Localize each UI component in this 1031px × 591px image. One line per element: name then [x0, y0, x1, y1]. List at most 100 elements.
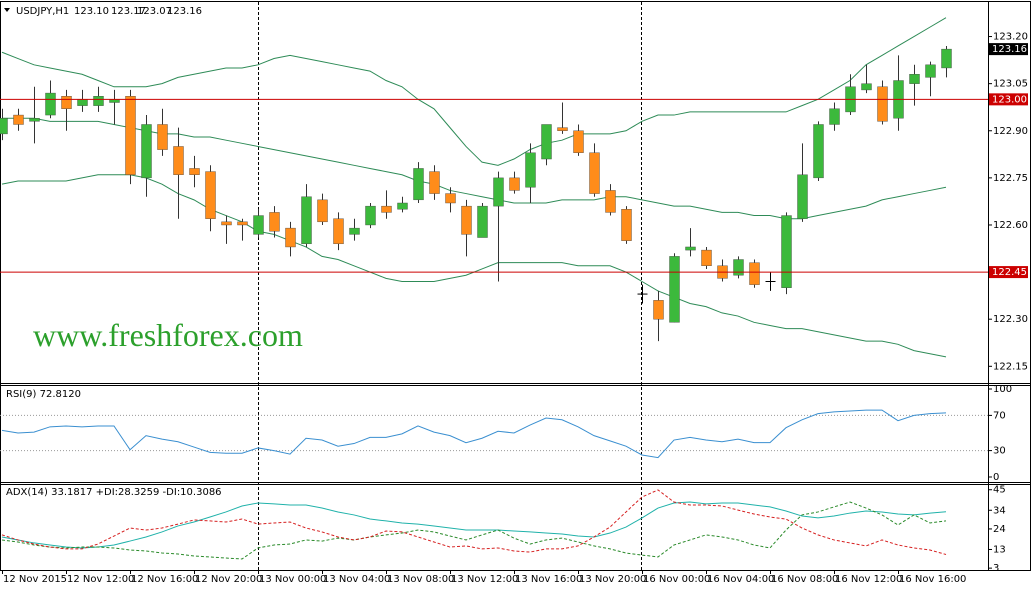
indicator-line — [1, 501, 947, 560]
candle-body — [301, 196, 312, 245]
x-tick-label: 13 Nov 20:00 — [579, 574, 646, 585]
y-tick-label: 122.30 — [993, 314, 1028, 325]
candle-body — [749, 262, 760, 285]
candle-body — [173, 146, 184, 175]
x-tick-label: 16 Nov 12:00 — [835, 574, 902, 585]
candle-body — [237, 221, 248, 226]
ohlc-close: 123.16 — [167, 6, 202, 17]
candle-body — [45, 92, 56, 116]
frame — [0, 1, 1031, 571]
candle-body — [349, 227, 360, 235]
candle-body — [381, 205, 392, 213]
candle-body — [653, 300, 664, 320]
x-tick-label: 16 Nov 08:00 — [771, 574, 838, 585]
candle-body — [13, 114, 24, 125]
x-tick-label: 13 Nov 12:00 — [451, 574, 518, 585]
candle-body — [157, 124, 168, 150]
y-tick-label: 122.75 — [993, 173, 1028, 184]
candle-body — [477, 205, 488, 238]
ohlc-high: 123.17 — [111, 6, 146, 17]
candle-body — [0, 117, 8, 135]
x-tick-label: 16 Nov 04:00 — [707, 574, 774, 585]
candle-body — [573, 130, 584, 153]
y-tick-label: 122.90 — [993, 126, 1028, 137]
candle-body — [253, 215, 264, 235]
x-tick-label: 13 Nov 16:00 — [515, 574, 582, 585]
watermark: www.freshforex.com — [33, 317, 303, 353]
candle-body — [365, 205, 376, 226]
x-tick-label: 12 Nov 12:00 — [67, 574, 134, 585]
y-tick-label: 24 — [993, 524, 1006, 535]
x-tick-label: 12 Nov 20:00 — [195, 574, 262, 585]
candle-body — [557, 127, 568, 131]
x-tick-label: 13 Nov 04:00 — [323, 574, 390, 585]
candle-body — [813, 124, 824, 179]
x-tick-label: 13 Nov 00:00 — [259, 574, 326, 585]
candle-body — [509, 177, 520, 191]
y-tick-label: 123.05 — [993, 79, 1028, 90]
ohlc-low: 123.07 — [137, 6, 172, 17]
candle-body — [189, 168, 200, 175]
y-tick-label: 13 — [993, 544, 1006, 555]
last-price-label: 123.16 — [992, 44, 1027, 55]
candle-body — [525, 152, 536, 188]
y-tick-label: 34 — [993, 505, 1006, 516]
candle-body — [685, 246, 696, 251]
indicator-line — [1, 489, 947, 555]
price-label: 122.45 — [992, 267, 1027, 278]
candle-body — [701, 249, 712, 267]
ohlc-open: 123.10 — [74, 6, 109, 17]
indicator-line — [1, 501, 947, 549]
y-tick-label: 70 — [993, 410, 1006, 421]
candle-body — [205, 171, 216, 219]
candle-body — [445, 193, 456, 204]
indicator-line — [1, 409, 947, 459]
candle-body — [493, 177, 504, 207]
y-tick-label: 122.15 — [993, 361, 1028, 372]
y-tick-label: 100 — [993, 384, 1012, 395]
candle-body — [29, 117, 40, 122]
candle-body — [461, 205, 472, 235]
price-label-box — [989, 266, 1028, 279]
candle-body — [141, 124, 152, 179]
candle-body — [541, 124, 552, 160]
candle-body — [125, 96, 136, 175]
candle-body — [669, 256, 680, 323]
candle-body — [333, 218, 344, 245]
x-tick-label: 16 Nov 16:00 — [899, 574, 966, 585]
candle-body — [605, 190, 616, 213]
rsi-title: RSI(9) 72.8120 — [6, 389, 81, 400]
candle-body — [797, 174, 808, 219]
y-tick-label: 123.20 — [993, 32, 1028, 43]
candle-body — [317, 199, 328, 223]
candle-body — [77, 99, 88, 106]
y-tick-label: 0 — [993, 472, 999, 483]
x-tick-label: 12 Nov 2015 — [3, 574, 67, 585]
candle-body — [829, 108, 840, 125]
candle-body — [925, 64, 936, 78]
candle-body — [429, 171, 440, 194]
candle-body — [909, 74, 920, 84]
y-tick-label: 3 — [993, 563, 999, 574]
price-label-box — [989, 93, 1028, 106]
x-tick-label: 13 Nov 08:00 — [387, 574, 454, 585]
candle-body — [861, 83, 872, 91]
candle-body — [61, 96, 72, 109]
x-tick-label: 12 Nov 16:00 — [131, 574, 198, 585]
y-tick-label: 122.60 — [993, 220, 1028, 231]
band-line — [1, 17, 947, 166]
candle-body — [877, 86, 888, 122]
menu-triangle — [4, 8, 10, 12]
y-tick-label: 45 — [993, 485, 1006, 496]
candle-body — [221, 221, 232, 226]
adx-title: ADX(14) 33.1817 +DI:28.3259 -DI:10.3086 — [6, 487, 222, 498]
candle-body — [285, 227, 296, 248]
candle-body — [93, 96, 104, 106]
candle-body — [589, 152, 600, 194]
candle-body — [621, 209, 632, 241]
y-tick-label: 30 — [993, 446, 1006, 457]
candle-body — [269, 212, 280, 232]
chart-title: USDJPY,H1 — [16, 6, 69, 17]
candle-body — [413, 168, 424, 201]
